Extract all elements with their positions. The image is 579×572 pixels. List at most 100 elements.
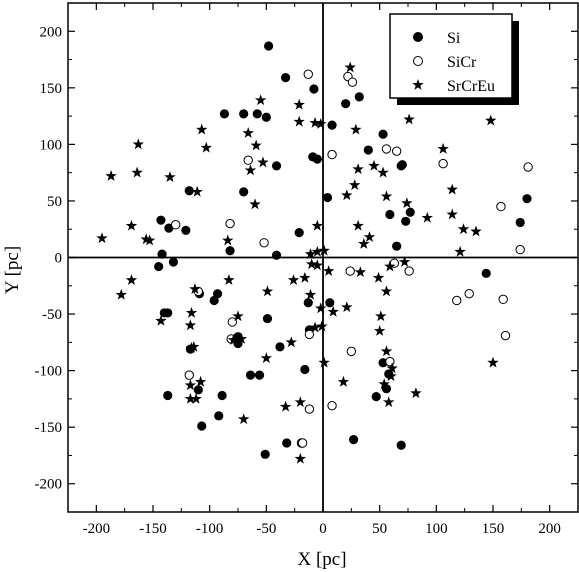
- point-si: [154, 261, 164, 272]
- point-si: [245, 370, 256, 380]
- point-si: [396, 161, 406, 171]
- point-si: [515, 217, 525, 228]
- point-si: [322, 192, 333, 203]
- point-si: [396, 440, 406, 450]
- point-sicr: [515, 244, 525, 255]
- point-si: [209, 295, 219, 306]
- point-sicr: [346, 346, 357, 357]
- point-sicr: [184, 370, 194, 380]
- point-si: [282, 438, 292, 448]
- point-sicr: [381, 144, 392, 154]
- point-si: [181, 225, 191, 235]
- legend-sicr-marker: [413, 56, 423, 66]
- x-tick-label: 50: [372, 521, 387, 537]
- point-sicr: [496, 201, 506, 212]
- x-tick-label: -150: [139, 521, 167, 537]
- point-sicr: [391, 146, 402, 156]
- point-sicr: [227, 317, 238, 327]
- point-si: [341, 99, 351, 109]
- point-si: [405, 207, 415, 217]
- point-si: [522, 194, 532, 204]
- point-sicr: [464, 288, 474, 299]
- legend-si-marker: [413, 32, 423, 42]
- point-si: [156, 215, 166, 225]
- point-si: [281, 73, 291, 83]
- point-si: [401, 216, 411, 226]
- point-si: [275, 342, 285, 352]
- point-si: [214, 411, 224, 421]
- point-sicr: [303, 69, 313, 79]
- legend-sicr-label: SiCr: [447, 54, 477, 71]
- point-si: [157, 249, 167, 259]
- series-sicr: [170, 69, 533, 448]
- point-si: [271, 161, 282, 171]
- point-si: [385, 209, 395, 220]
- legend: Si SiCr SrCrEu: [389, 13, 519, 105]
- point-si: [349, 435, 359, 445]
- point-si: [271, 250, 282, 260]
- point-si: [254, 370, 265, 380]
- point-si: [260, 449, 270, 459]
- axes: -200 -150 -100 -50 0 50 100 150 200 -200 -150 -100 -…: [35, 2, 579, 537]
- point-sicr: [243, 155, 253, 165]
- x-tick-label: -100: [196, 521, 224, 537]
- point-si: [239, 109, 249, 119]
- point-sicr: [438, 158, 448, 169]
- point-si: [168, 257, 178, 267]
- y-tick-label: 100: [40, 137, 63, 153]
- series-si: [154, 41, 532, 459]
- x-tick-label: -200: [83, 521, 111, 537]
- y-tick-label: -100: [35, 364, 63, 380]
- legend-srcreu-label: SrCrEu: [447, 78, 495, 95]
- point-si: [303, 298, 313, 308]
- point-si: [354, 92, 364, 102]
- y-tick-label: 50: [47, 194, 62, 210]
- x-tick-label: 100: [425, 521, 448, 537]
- x-tick-label: 0: [319, 521, 327, 537]
- point-si: [264, 41, 274, 51]
- point-si: [300, 364, 310, 375]
- point-si: [371, 392, 381, 402]
- point-sicr: [297, 438, 308, 448]
- point-si: [217, 390, 227, 401]
- point-si: [325, 298, 335, 308]
- point-si: [197, 421, 207, 431]
- point-si: [219, 109, 229, 119]
- point-si: [262, 313, 273, 324]
- point-si: [378, 129, 388, 139]
- point-sicr: [404, 266, 414, 276]
- x-tick-label: 150: [482, 521, 505, 537]
- point-sicr: [170, 219, 181, 230]
- point-sicr: [523, 162, 533, 172]
- point-si: [481, 268, 491, 278]
- point-sicr: [327, 400, 337, 411]
- point-sicr: [345, 266, 355, 276]
- point-si: [163, 308, 173, 318]
- y-tick-label: -50: [42, 307, 62, 323]
- y-tick-label: 150: [40, 81, 63, 97]
- point-sicr: [327, 149, 337, 160]
- point-si: [163, 390, 173, 401]
- data-points: [96, 41, 533, 464]
- point-si: [308, 152, 318, 162]
- y-tick-label: 200: [40, 24, 63, 40]
- point-si: [193, 385, 203, 395]
- point-sicr: [259, 238, 269, 248]
- point-sicr: [304, 404, 315, 414]
- point-sicr: [225, 218, 235, 229]
- point-sicr: [498, 294, 508, 305]
- legend-box: [389, 13, 513, 99]
- point-si: [294, 228, 304, 238]
- point-si: [213, 289, 223, 299]
- x-tick-label: 200: [538, 521, 561, 537]
- point-sicr: [347, 77, 358, 87]
- point-sicr: [304, 329, 315, 340]
- point-sicr: [452, 295, 462, 306]
- point-si: [225, 246, 235, 256]
- point-si: [184, 186, 194, 196]
- point-si: [309, 84, 319, 94]
- y-tick-label: 0: [55, 251, 63, 267]
- y-tick-label: -200: [35, 477, 63, 493]
- x-axis-title: X [pc]: [297, 549, 346, 570]
- legend-si-label: Si: [447, 30, 461, 47]
